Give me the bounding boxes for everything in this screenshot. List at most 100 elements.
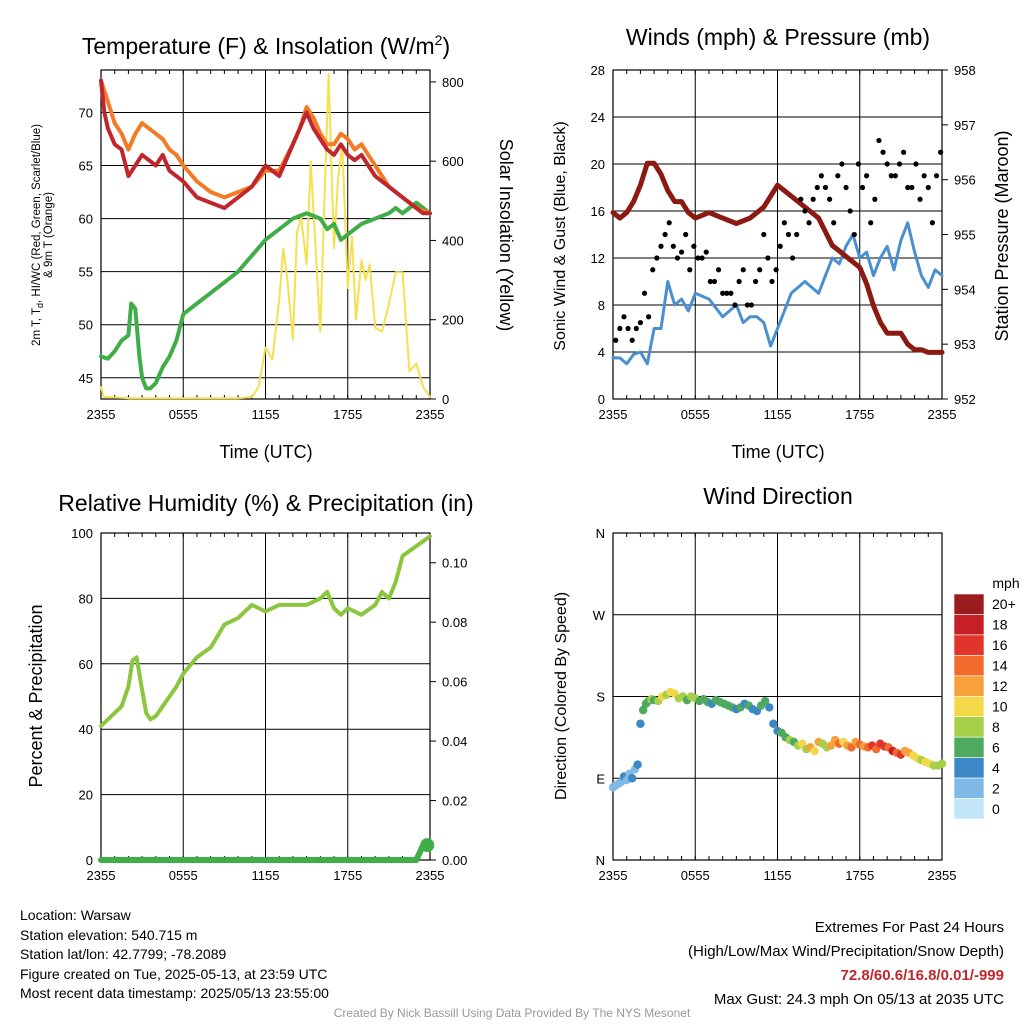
y2-tick-label: 400 bbox=[442, 233, 464, 248]
gust-point bbox=[748, 302, 755, 308]
y-tick-label: 8 bbox=[598, 298, 605, 313]
y-tick-label: N bbox=[596, 526, 605, 541]
y-tick-label: 0 bbox=[86, 853, 93, 868]
wind-direction-panel: Wind Direction Direction (Colored By Spe… bbox=[553, 483, 1020, 883]
y-tick-label: 0 bbox=[598, 392, 605, 407]
colorbar-label: 8 bbox=[992, 719, 1000, 735]
colorbar-swatch bbox=[953, 716, 985, 738]
elevation-text: Station elevation: 540.715 m bbox=[20, 926, 198, 943]
gust-point bbox=[855, 161, 861, 167]
x-tick-label: 1755 bbox=[333, 407, 362, 422]
colorbar-swatch bbox=[953, 675, 985, 697]
gust-point bbox=[654, 255, 660, 261]
gust-point bbox=[683, 231, 689, 238]
temperature-right-axis-label: Solar Insolation (Yellow) bbox=[496, 139, 516, 331]
direction-point bbox=[760, 696, 770, 706]
gust-point bbox=[724, 290, 730, 296]
y2-tick-label: 0.06 bbox=[442, 675, 467, 690]
y-tick-label: 24 bbox=[591, 110, 605, 125]
y2-tick-label: 200 bbox=[442, 313, 464, 328]
direction-point bbox=[810, 746, 819, 756]
x-tick-label: 2355 bbox=[928, 868, 957, 883]
svg-text:& 9m T (Orange): & 9m T (Orange) bbox=[43, 192, 55, 278]
gust-point bbox=[761, 231, 767, 238]
dewpoint-line bbox=[99, 200, 432, 391]
y-tick-label: W bbox=[593, 608, 606, 623]
gust-point bbox=[707, 278, 713, 285]
gust-point bbox=[757, 267, 763, 273]
gust-point bbox=[925, 184, 931, 191]
extremes-subheader: (High/Low/Max Wind/Precipitation/Snow De… bbox=[688, 943, 1004, 960]
extremes-values: 72.8/60.6/16.8/0.01/-999 bbox=[840, 967, 1004, 984]
gust-point bbox=[835, 173, 841, 179]
x-tick-label: 2355 bbox=[599, 868, 628, 883]
x-tick-label: 2355 bbox=[416, 868, 445, 883]
gust-point bbox=[781, 220, 787, 226]
winds-panel: Winds (mph) & Pressure (mb) Sonic Wind &… bbox=[552, 24, 1012, 462]
y2-tick-label: 956 bbox=[954, 173, 976, 188]
gust-point bbox=[810, 196, 816, 202]
colorbar-label: 20+ bbox=[992, 596, 1016, 612]
gust-point bbox=[826, 196, 833, 202]
colorbar-swatch bbox=[953, 655, 985, 677]
y-tick-label: 20 bbox=[79, 788, 93, 803]
y2-tick-label: 0.08 bbox=[442, 615, 467, 630]
precip-line bbox=[98, 842, 433, 863]
gust-point bbox=[678, 249, 685, 255]
direction-point bbox=[636, 719, 645, 728]
gust-point bbox=[715, 267, 722, 273]
colorbar-swatch bbox=[953, 614, 985, 636]
gust-point bbox=[650, 267, 656, 273]
colorbar-label: 18 bbox=[992, 617, 1008, 633]
gust-point bbox=[646, 314, 652, 320]
direction-point bbox=[769, 719, 778, 728]
y-tick-label: 20 bbox=[591, 157, 605, 172]
y-tick-label: 55 bbox=[79, 265, 93, 280]
colorbar-swatch bbox=[953, 736, 985, 758]
y-tick-label: 65 bbox=[79, 159, 93, 174]
gust-point bbox=[938, 149, 944, 155]
winds-right-axis-label: Station Pressure (Maroon) bbox=[992, 130, 1012, 341]
x-tick-label: 2355 bbox=[416, 407, 445, 422]
gust-point bbox=[892, 173, 898, 179]
colorbar-swatch bbox=[953, 777, 985, 799]
location-text: Location: Warsaw bbox=[20, 907, 131, 923]
x-tick-label: 0555 bbox=[169, 868, 198, 883]
winds-x-axis-label: Time (UTC) bbox=[731, 442, 824, 462]
gust-point bbox=[921, 173, 927, 179]
y2-tick-label: 955 bbox=[954, 228, 976, 243]
winds-left-axis-label: Sonic Wind & Gust (Blue, Black) bbox=[552, 121, 569, 350]
y-tick-label: 40 bbox=[79, 722, 93, 737]
y2-tick-label: 0.02 bbox=[442, 794, 467, 809]
humidity-panel: Relative Humidity (%) & Precipitation (i… bbox=[26, 490, 474, 883]
insolation-line bbox=[100, 73, 431, 400]
gust-point bbox=[909, 184, 915, 191]
colorbar-label: 10 bbox=[992, 699, 1008, 715]
wind-direction-left-axis-label: Direction (Colored By Speed) bbox=[553, 592, 570, 800]
latlon-text: Station lat/lon: 42.7799; -78.2089 bbox=[20, 946, 227, 962]
y-tick-label: 28 bbox=[591, 63, 605, 78]
x-tick-label: 1155 bbox=[252, 868, 280, 883]
colorbar-label: 16 bbox=[992, 637, 1008, 653]
gust-point bbox=[896, 161, 903, 167]
gust-point bbox=[637, 320, 644, 326]
gust-point bbox=[876, 137, 882, 144]
extremes-header: Extremes For Past 24 Hours bbox=[814, 919, 1004, 936]
colorbar-swatch bbox=[953, 634, 985, 656]
y2-tick-label: 0.00 bbox=[442, 853, 467, 868]
gust-point bbox=[831, 220, 837, 226]
x-tick-label: 0555 bbox=[681, 868, 710, 883]
gust-point bbox=[674, 255, 681, 261]
colorbar-label: 14 bbox=[992, 658, 1008, 674]
gust-point bbox=[913, 161, 919, 167]
gust-point bbox=[765, 255, 771, 261]
direction-point bbox=[937, 759, 947, 768]
y-tick-label: S bbox=[596, 690, 605, 705]
winds-title: Winds (mph) & Pressure (mb) bbox=[626, 24, 930, 50]
x-tick-label: 1155 bbox=[764, 407, 792, 422]
y2-tick-label: 953 bbox=[954, 337, 976, 352]
gust-point bbox=[802, 208, 808, 214]
x-tick-label: 1755 bbox=[333, 868, 362, 883]
sonic-wind-line bbox=[611, 221, 944, 366]
